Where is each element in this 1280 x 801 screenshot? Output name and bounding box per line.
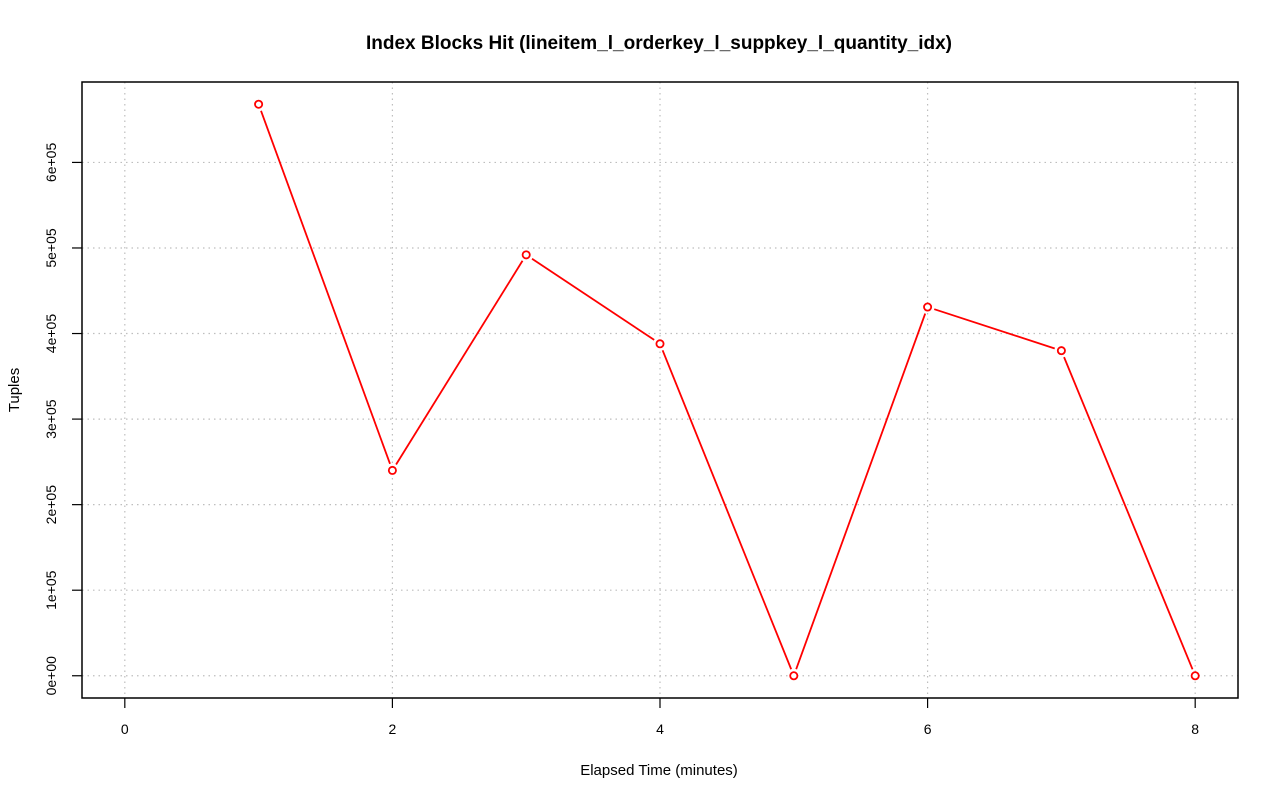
x-tick-label: 0 [121,721,129,737]
data-point [655,339,665,349]
data-point [387,465,397,475]
series-line-segment [531,257,655,341]
series-line-segment [661,349,793,670]
data-point [923,302,933,312]
series-line-segment [395,260,524,465]
data-point [789,671,799,681]
y-tick-label: 3e+05 [43,399,59,439]
y-axis: 0e+00 1e+05 2e+05 3e+05 4e+05 5e+05 6e+05 [43,143,83,696]
series-layer [254,99,1200,681]
chart-title: Index Blocks Hit (lineitem_l_orderkey_l_… [366,33,952,54]
x-axis-label: Elapsed Time (minutes) [580,762,738,779]
grid-lines [82,82,1238,698]
y-tick-label: 2e+05 [43,485,59,525]
data-point [521,250,531,260]
y-tick-label: 1e+05 [43,570,59,610]
data-point [1056,346,1066,356]
series-line-segment [933,308,1056,350]
y-axis-label: Tuples [6,368,23,412]
series-line-segment [795,313,927,670]
x-tick-label: 6 [924,721,932,737]
data-point [254,99,264,109]
series-line-segment [260,110,391,465]
y-tick-label: 0e+00 [43,656,59,696]
y-tick-label: 4e+05 [43,314,59,354]
y-tick-label: 6e+05 [43,143,59,183]
data-point [1190,671,1200,681]
y-tick-label: 5e+05 [43,228,59,268]
x-tick-label: 4 [656,721,664,737]
x-tick-label: 2 [389,721,397,737]
x-axis: 0 2 4 6 8 [121,697,1199,737]
series-line-segment [1063,356,1194,670]
x-tick-label: 8 [1191,721,1199,737]
